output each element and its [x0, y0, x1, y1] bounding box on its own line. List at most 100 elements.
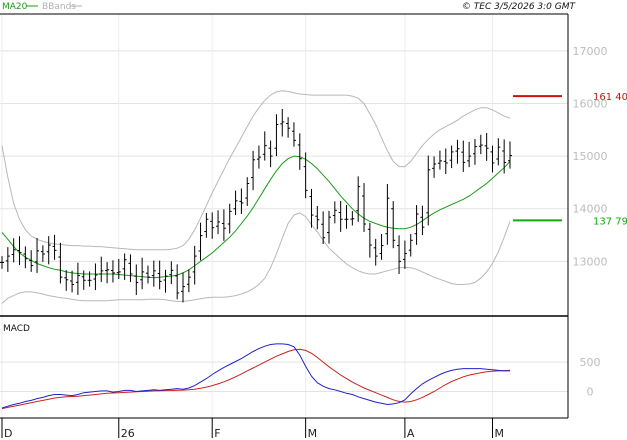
ohlc-bar	[397, 235, 402, 274]
ohlc-bar	[472, 139, 477, 165]
ohlc-bar	[35, 237, 40, 273]
ohlc-bar	[286, 117, 291, 138]
ohlc-bar	[198, 222, 203, 261]
ohlc-bar	[402, 240, 407, 269]
ohlc-bar	[23, 246, 28, 269]
ohlc-bar	[75, 262, 80, 295]
ohlc-bar	[303, 152, 308, 199]
ohlc-bar	[110, 260, 115, 283]
ohlc-bar	[256, 145, 261, 169]
level-label: 137 79	[593, 216, 627, 227]
macd-tick-label: 0	[587, 386, 594, 399]
price-tick-label: 13000	[573, 255, 608, 268]
ohlc-bar	[408, 234, 413, 257]
ohlc-bar	[321, 211, 326, 244]
ohlc-bar	[239, 188, 244, 214]
ohlc-bar	[163, 269, 168, 293]
ohlc-bar	[216, 210, 221, 235]
ohlc-bar	[64, 270, 69, 291]
ohlc-bar	[508, 141, 512, 169]
price-levels: 161 40 137 79	[513, 92, 627, 227]
ohlc-bar	[116, 259, 121, 279]
level-label: 161 40	[593, 92, 627, 103]
ohlc-bar	[17, 236, 22, 266]
price-tick-label: 14000	[573, 203, 608, 216]
ohlc-bar	[105, 262, 110, 284]
macd-series-line	[1, 343, 510, 409]
copyright-text: © TEC 3/5/2026 3:0 GMT	[462, 2, 577, 12]
legend-ma20: MA20	[2, 2, 28, 12]
time-tick-label: M	[308, 427, 318, 440]
time-tick-label: A	[407, 427, 415, 440]
ohlc-bar	[140, 257, 145, 290]
ohlc-bar	[291, 122, 296, 147]
ohlc-bar	[221, 209, 226, 241]
ma20-series-line	[1, 155, 511, 279]
ohlc-bar	[344, 205, 349, 229]
ohlc-bar	[437, 150, 442, 170]
ohlc-bar	[175, 264, 180, 300]
time-tick-label: 26	[121, 427, 135, 440]
ohlc-bar	[5, 247, 10, 272]
ohlc-bar	[11, 238, 16, 263]
ohlc-bar	[426, 155, 431, 226]
ohlc-bar	[233, 190, 238, 216]
macd-title: MACD	[3, 324, 30, 334]
ohlc-bar	[134, 264, 139, 296]
ohlc-bar	[40, 245, 45, 262]
price-grid	[0, 14, 568, 418]
ohlc-bar	[309, 188, 314, 228]
ohlc-bar	[99, 256, 104, 282]
bbands-lower-line	[1, 212, 511, 304]
ohlc-bar	[362, 183, 367, 232]
ohlc-bar	[496, 138, 501, 166]
macd-axis: 0 500	[580, 356, 601, 398]
ohlc-bar	[420, 205, 425, 236]
ohlc-bar	[169, 261, 174, 285]
ohlc-bar	[52, 234, 57, 260]
ohlc-bar	[93, 263, 98, 291]
bbands-lines	[1, 90, 511, 304]
macd-lines	[1, 343, 511, 410]
legend-bbands: BBands	[42, 2, 76, 12]
time-axis: D 26 F M A M	[1, 418, 504, 440]
macd-tick-label: 500	[580, 356, 601, 369]
ohlc-bar	[297, 133, 302, 170]
ohlc-bar	[455, 139, 460, 164]
ohlc-bar	[0, 256, 4, 269]
ohlc-bar	[467, 141, 472, 168]
ohlc-bar	[210, 212, 215, 239]
ma20-line	[1, 155, 511, 279]
ohlc-bar	[145, 265, 150, 284]
ohlc-bar	[356, 176, 361, 222]
ohlc-bar	[373, 238, 378, 266]
time-tick-label: M	[494, 427, 504, 440]
ohlc-bar	[379, 234, 384, 260]
ohlc-bar	[385, 184, 390, 245]
ohlc-bar	[350, 211, 355, 226]
ohlc-bar	[391, 201, 396, 249]
ohlc-bar	[29, 250, 34, 272]
ohlc-bar	[227, 203, 232, 234]
ohlc-bar	[70, 270, 75, 293]
chart-frame	[0, 13, 569, 419]
legend: MA20 BBands	[2, 2, 82, 12]
ohlc-bar	[332, 201, 337, 224]
ohlc-bar	[326, 210, 331, 244]
ohlc-bar	[414, 205, 419, 245]
ohlc-bar	[367, 222, 372, 258]
ohlc-bar	[181, 272, 186, 303]
ohlc-bar	[449, 145, 454, 169]
ohlc-bar	[192, 245, 197, 285]
ohlc-bar	[46, 236, 51, 265]
ohlc-bar	[58, 242, 63, 284]
ohlc-bar	[315, 205, 320, 230]
time-tick-label: D	[4, 427, 12, 440]
ohlc-bar	[204, 212, 209, 238]
ohlc-bar	[274, 114, 279, 157]
ohlc-bar	[251, 150, 256, 191]
ohlc-bar	[502, 139, 507, 174]
ohlc-bar	[157, 260, 162, 290]
price-axis: 13000 14000 15000 16000 17000	[573, 45, 608, 269]
ohlc-bar	[262, 131, 267, 161]
